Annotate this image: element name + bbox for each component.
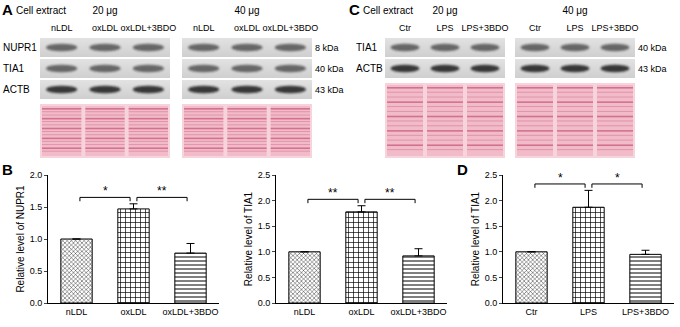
svg-text:43 kDa: 43 kDa bbox=[638, 64, 667, 74]
svg-text:0.0: 0.0 bbox=[258, 298, 271, 308]
svg-text:1.0: 1.0 bbox=[485, 247, 498, 257]
svg-text:oxLDL: oxLDL bbox=[92, 23, 118, 33]
svg-text:oxLDL+3BDO: oxLDL+3BDO bbox=[262, 23, 318, 33]
svg-text:2.0: 2.0 bbox=[485, 196, 498, 206]
svg-text:*: * bbox=[615, 171, 620, 185]
svg-text:NUPR1: NUPR1 bbox=[3, 42, 37, 53]
svg-text:LPS+3BDO: LPS+3BDO bbox=[622, 307, 669, 317]
svg-text:**: ** bbox=[385, 186, 395, 200]
svg-text:C: C bbox=[349, 1, 360, 18]
svg-text:oxLDL+3BDO: oxLDL+3BDO bbox=[391, 307, 447, 317]
svg-text:0.0: 0.0 bbox=[485, 298, 498, 308]
svg-text:oxLDL+3BDO: oxLDL+3BDO bbox=[120, 23, 176, 33]
svg-text:0.0: 0.0 bbox=[30, 298, 43, 308]
svg-text:TIA1: TIA1 bbox=[356, 42, 378, 53]
svg-text:Cell extract: Cell extract bbox=[16, 5, 66, 16]
svg-text:**: ** bbox=[328, 186, 338, 200]
svg-text:*: * bbox=[103, 184, 108, 198]
svg-text:nLDL: nLDL bbox=[66, 307, 88, 317]
svg-text:nLDL: nLDL bbox=[193, 23, 215, 33]
svg-text:Ctr: Ctr bbox=[526, 307, 538, 317]
html-text:D: D bbox=[457, 161, 468, 178]
svg-text:**: ** bbox=[157, 184, 167, 198]
svg-text:Relative level of TIA1: Relative level of TIA1 bbox=[470, 191, 481, 286]
svg-text:43 kDa: 43 kDa bbox=[315, 85, 344, 95]
svg-text:2.5: 2.5 bbox=[485, 170, 498, 180]
svg-text:LPS+3BDO: LPS+3BDO bbox=[462, 23, 509, 33]
svg-text:0.5: 0.5 bbox=[30, 266, 43, 276]
svg-text:Relative level of NUPR1: Relative level of NUPR1 bbox=[15, 185, 26, 293]
svg-text:Cell extract: Cell extract bbox=[363, 5, 413, 16]
svg-text:nLDL: nLDL bbox=[294, 307, 316, 317]
svg-text:1.0: 1.0 bbox=[258, 247, 271, 257]
svg-text:oxLDL+3BDO: oxLDL+3BDO bbox=[163, 307, 219, 317]
svg-text:1.5: 1.5 bbox=[30, 202, 43, 212]
svg-text:LPS: LPS bbox=[580, 307, 597, 317]
svg-text:40 kDa: 40 kDa bbox=[638, 43, 667, 53]
svg-text:40 kDa: 40 kDa bbox=[315, 64, 344, 74]
svg-text:nLDL: nLDL bbox=[51, 23, 73, 33]
svg-text:1.5: 1.5 bbox=[485, 221, 498, 231]
svg-text:0.5: 0.5 bbox=[258, 273, 271, 283]
svg-text:TIA1: TIA1 bbox=[3, 63, 25, 74]
svg-text:*: * bbox=[558, 171, 563, 185]
svg-text:A: A bbox=[2, 1, 13, 18]
svg-text:1.5: 1.5 bbox=[258, 221, 271, 231]
svg-text:0.5: 0.5 bbox=[485, 273, 498, 283]
html-text:B: B bbox=[2, 161, 13, 178]
svg-text:2.0: 2.0 bbox=[30, 170, 43, 180]
svg-text:Ctr: Ctr bbox=[399, 23, 411, 33]
svg-text:oxLDL: oxLDL bbox=[120, 307, 146, 317]
svg-text:LPS+3BDO: LPS+3BDO bbox=[592, 23, 639, 33]
svg-text:LPS: LPS bbox=[566, 23, 583, 33]
svg-text:oxLDL: oxLDL bbox=[348, 307, 374, 317]
svg-text:Relative level of TIA1: Relative level of TIA1 bbox=[243, 191, 254, 286]
svg-text:8 kDa: 8 kDa bbox=[315, 43, 339, 53]
svg-text:LPS: LPS bbox=[436, 23, 453, 33]
svg-text:Ctr: Ctr bbox=[529, 23, 541, 33]
svg-text:1.0: 1.0 bbox=[30, 234, 43, 244]
svg-text:ACTB: ACTB bbox=[3, 84, 30, 95]
svg-text:40 μg: 40 μg bbox=[562, 5, 587, 16]
svg-text:ACTB: ACTB bbox=[356, 63, 383, 74]
svg-text:2.0: 2.0 bbox=[258, 196, 271, 206]
svg-text:20 μg: 20 μg bbox=[92, 5, 117, 16]
svg-text:40 μg: 40 μg bbox=[234, 5, 259, 16]
svg-text:2.5: 2.5 bbox=[258, 170, 271, 180]
svg-text:oxLDL: oxLDL bbox=[234, 23, 260, 33]
svg-text:20 μg: 20 μg bbox=[432, 5, 457, 16]
